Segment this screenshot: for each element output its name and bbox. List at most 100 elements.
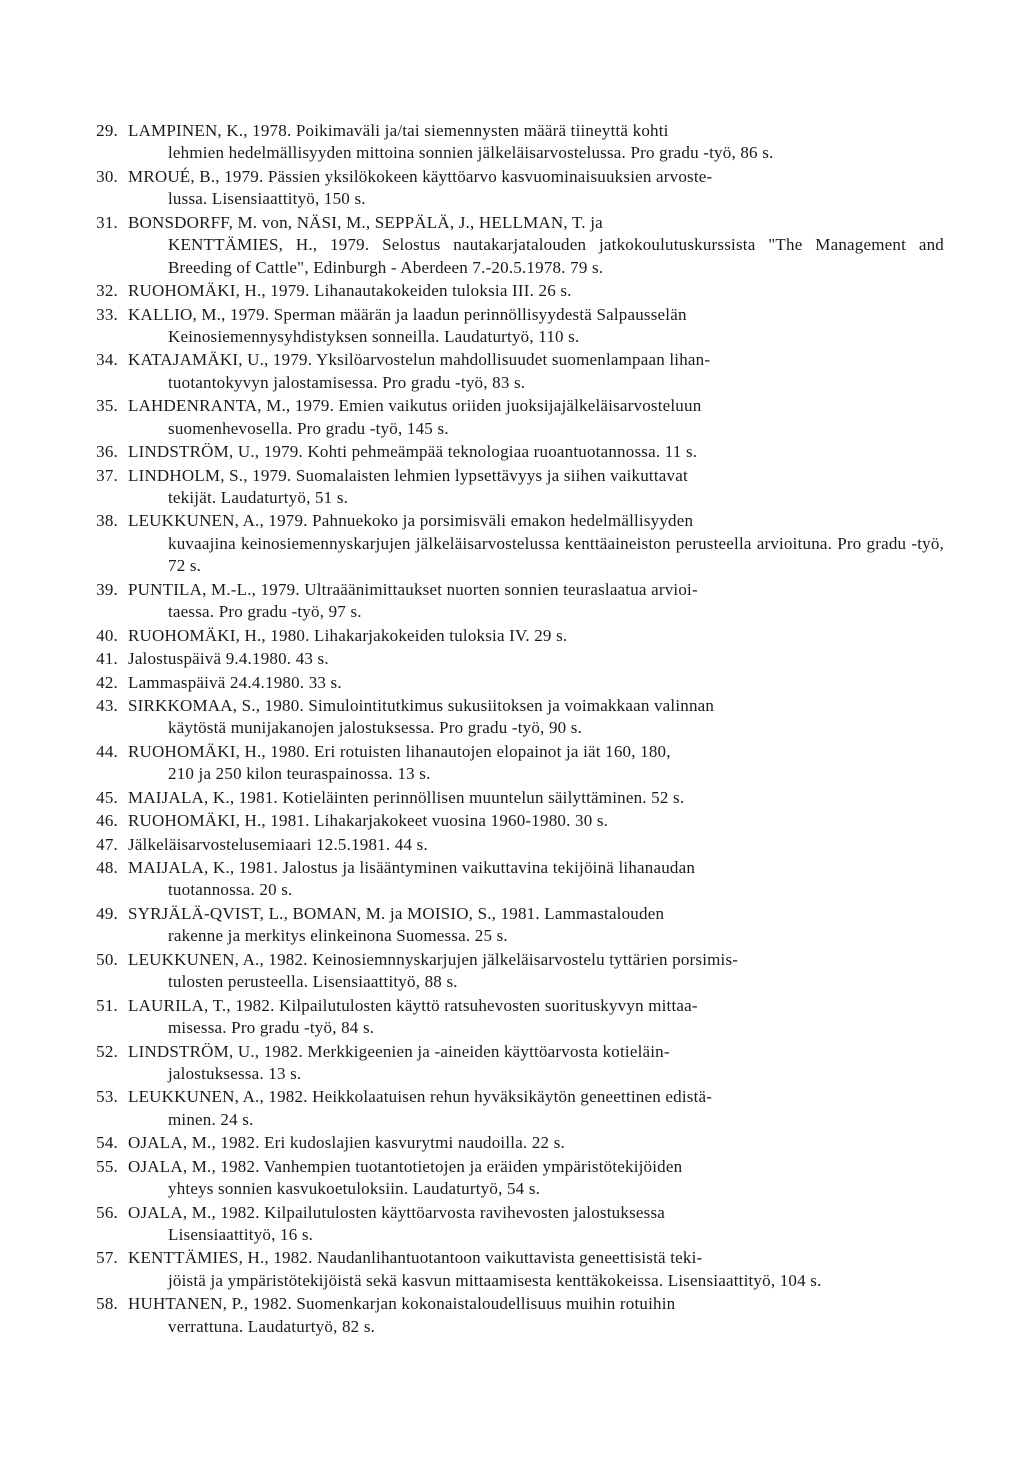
reference-number: 31. xyxy=(80,212,128,279)
reference-first-line: LEUKKUNEN, A., 1982. Heikkolaatuisen reh… xyxy=(128,1087,712,1106)
reference-number: 46. xyxy=(80,810,128,832)
reference-number: 44. xyxy=(80,741,128,786)
reference-continuation: jalostuksessa. 13 s. xyxy=(128,1063,944,1085)
reference-continuation: tekijät. Laudaturtyö, 51 s. xyxy=(128,487,944,509)
reference-number: 57. xyxy=(80,1247,128,1292)
reference-text: LINDSTRÖM, U., 1979. Kohti pehmeämpää te… xyxy=(128,441,944,463)
reference-first-line: LINDHOLM, S., 1979. Suomalaisten lehmien… xyxy=(128,466,688,485)
reference-first-line: Lammaspäivä 24.4.1980. 33 s. xyxy=(128,673,342,692)
reference-text: LEUKKUNEN, A., 1982. Heikkolaatuisen reh… xyxy=(128,1086,944,1131)
reference-continuation: käytöstä munijakanojen jalostuksessa. Pr… xyxy=(128,717,944,739)
reference-first-line: MROUÉ, B., 1979. Pässien yksilökokeen kä… xyxy=(128,167,712,186)
reference-continuation: lehmien hedelmällisyyden mittoina sonnie… xyxy=(128,142,944,164)
reference-item: 44.RUOHOMÄKI, H., 1980. Eri rotuisten li… xyxy=(80,741,944,786)
reference-number: 29. xyxy=(80,120,128,165)
reference-continuation: taessa. Pro gradu -työ, 97 s. xyxy=(128,601,944,623)
reference-first-line: RUOHOMÄKI, H., 1979. Lihanautakokeiden t… xyxy=(128,281,572,300)
reference-item: 32.RUOHOMÄKI, H., 1979. Lihanautakokeide… xyxy=(80,280,944,302)
reference-number: 53. xyxy=(80,1086,128,1131)
reference-number: 49. xyxy=(80,903,128,948)
reference-continuation: jöistä ja ympäristötekijöistä sekä kasvu… xyxy=(128,1270,944,1292)
reference-number: 34. xyxy=(80,349,128,394)
reference-continuation: Keinosiemennysyhdistyksen sonneilla. Lau… xyxy=(128,326,944,348)
reference-text: RUOHOMÄKI, H., 1980. Lihakarjakokeiden t… xyxy=(128,625,944,647)
reference-item: 45.MAIJALA, K., 1981. Kotieläinten perin… xyxy=(80,787,944,809)
reference-text: OJALA, M., 1982. Kilpailutulosten käyttö… xyxy=(128,1202,944,1247)
reference-continuation: yhteys sonnien kasvukoetuloksiin. Laudat… xyxy=(128,1178,944,1200)
reference-first-line: OJALA, M., 1982. Eri kudoslajien kasvury… xyxy=(128,1133,565,1152)
reference-text: KENTTÄMIES, H., 1982. Naudanlihantuotant… xyxy=(128,1247,944,1292)
reference-number: 47. xyxy=(80,834,128,856)
reference-item: 33.KALLIO, M., 1979. Sperman määrän ja l… xyxy=(80,304,944,349)
reference-text: OJALA, M., 1982. Vanhempien tuotantotiet… xyxy=(128,1156,944,1201)
reference-item: 34.KATAJAMÄKI, U., 1979. Yksilöarvostelu… xyxy=(80,349,944,394)
reference-number: 38. xyxy=(80,510,128,577)
reference-text: KALLIO, M., 1979. Sperman määrän ja laad… xyxy=(128,304,944,349)
reference-text: Jalostuspäivä 9.4.1980. 43 s. xyxy=(128,648,944,670)
reference-text: LAURILA, T., 1982. Kilpailutulosten käyt… xyxy=(128,995,944,1040)
reference-continuation: rakenne ja merkitys elinkeinona Suomessa… xyxy=(128,925,944,947)
reference-item: 48.MAIJALA, K., 1981. Jalostus ja lisään… xyxy=(80,857,944,902)
reference-first-line: RUOHOMÄKI, H., 1980. Eri rotuisten lihan… xyxy=(128,742,671,761)
reference-first-line: OJALA, M., 1982. Vanhempien tuotantotiet… xyxy=(128,1157,682,1176)
reference-text: LAHDENRANTA, M., 1979. Emien vaikutus or… xyxy=(128,395,944,440)
reference-text: MAIJALA, K., 1981. Kotieläinten perinnöl… xyxy=(128,787,944,809)
reference-item: 41.Jalostuspäivä 9.4.1980. 43 s. xyxy=(80,648,944,670)
reference-item: 35.LAHDENRANTA, M., 1979. Emien vaikutus… xyxy=(80,395,944,440)
reference-item: 58.HUHTANEN, P., 1982. Suomenkarjan koko… xyxy=(80,1293,944,1338)
reference-text: Jälkeläisarvostelusemiaari 12.5.1981. 44… xyxy=(128,834,944,856)
reference-number: 58. xyxy=(80,1293,128,1338)
reference-number: 33. xyxy=(80,304,128,349)
reference-text: LINDSTRÖM, U., 1982. Merkkigeenien ja -a… xyxy=(128,1041,944,1086)
reference-item: 36.LINDSTRÖM, U., 1979. Kohti pehmeämpää… xyxy=(80,441,944,463)
reference-item: 52.LINDSTRÖM, U., 1982. Merkkigeenien ja… xyxy=(80,1041,944,1086)
reference-number: 50. xyxy=(80,949,128,994)
reference-number: 48. xyxy=(80,857,128,902)
reference-text: RUOHOMÄKI, H., 1980. Eri rotuisten lihan… xyxy=(128,741,944,786)
reference-continuation: verrattuna. Laudaturtyö, 82 s. xyxy=(128,1316,944,1338)
reference-text: MROUÉ, B., 1979. Pässien yksilökokeen kä… xyxy=(128,166,944,211)
reference-item: 31.BONSDORFF, M. von, NÄSI, M., SEPPÄLÄ,… xyxy=(80,212,944,279)
reference-first-line: Jälkeläisarvostelusemiaari 12.5.1981. 44… xyxy=(128,835,428,854)
reference-first-line: MAIJALA, K., 1981. Kotieläinten perinnöl… xyxy=(128,788,684,807)
reference-first-line: SYRJÄLÄ-QVIST, L., BOMAN, M. ja MOISIO, … xyxy=(128,904,664,923)
reference-item: 46.RUOHOMÄKI, H., 1981. Lihakarjakokeet … xyxy=(80,810,944,832)
reference-item: 29.LAMPINEN, K., 1978. Poikimaväli ja/ta… xyxy=(80,120,944,165)
reference-continuation: tuotannossa. 20 s. xyxy=(128,879,944,901)
reference-item: 56.OJALA, M., 1982. Kilpailutulosten käy… xyxy=(80,1202,944,1247)
reference-first-line: LINDSTRÖM, U., 1982. Merkkigeenien ja -a… xyxy=(128,1042,670,1061)
reference-first-line: LAURILA, T., 1982. Kilpailutulosten käyt… xyxy=(128,996,698,1015)
reference-continuation: Lisensiaattityö, 16 s. xyxy=(128,1224,944,1246)
reference-number: 43. xyxy=(80,695,128,740)
reference-item: 40.RUOHOMÄKI, H., 1980. Lihakarjakokeide… xyxy=(80,625,944,647)
reference-text: BONSDORFF, M. von, NÄSI, M., SEPPÄLÄ, J.… xyxy=(128,212,944,279)
reference-list: 29.LAMPINEN, K., 1978. Poikimaväli ja/ta… xyxy=(80,120,944,1338)
reference-number: 40. xyxy=(80,625,128,647)
reference-continuation: tulosten perusteella. Lisensiaattityö, 8… xyxy=(128,971,944,993)
reference-number: 32. xyxy=(80,280,128,302)
reference-continuation: lussa. Lisensiaattityö, 150 s. xyxy=(128,188,944,210)
reference-text: LINDHOLM, S., 1979. Suomalaisten lehmien… xyxy=(128,465,944,510)
reference-continuation: KENTTÄMIES, H., 1979. Selostus nautakarj… xyxy=(128,234,944,279)
reference-first-line: MAIJALA, K., 1981. Jalostus ja lisääntym… xyxy=(128,858,695,877)
reference-item: 51.LAURILA, T., 1982. Kilpailutulosten k… xyxy=(80,995,944,1040)
reference-number: 41. xyxy=(80,648,128,670)
reference-first-line: RUOHOMÄKI, H., 1981. Lihakarjakokeet vuo… xyxy=(128,811,608,830)
reference-item: 38.LEUKKUNEN, A., 1979. Pahnuekoko ja po… xyxy=(80,510,944,577)
reference-item: 42.Lammaspäivä 24.4.1980. 33 s. xyxy=(80,672,944,694)
reference-text: PUNTILA, M.-L., 1979. Ultraäänimittaukse… xyxy=(128,579,944,624)
reference-first-line: LINDSTRÖM, U., 1979. Kohti pehmeämpää te… xyxy=(128,442,697,461)
reference-first-line: KALLIO, M., 1979. Sperman määrän ja laad… xyxy=(128,305,687,324)
reference-continuation: suomenhevosella. Pro gradu -työ, 145 s. xyxy=(128,418,944,440)
reference-first-line: KENTTÄMIES, H., 1982. Naudanlihantuotant… xyxy=(128,1248,702,1267)
reference-continuation: kuvaajina keinosiemennyskarjujen jälkelä… xyxy=(128,533,944,578)
reference-first-line: LAHDENRANTA, M., 1979. Emien vaikutus or… xyxy=(128,396,701,415)
reference-text: RUOHOMÄKI, H., 1979. Lihanautakokeiden t… xyxy=(128,280,944,302)
reference-first-line: RUOHOMÄKI, H., 1980. Lihakarjakokeiden t… xyxy=(128,626,567,645)
reference-text: LEUKKUNEN, A., 1982. Keinosiemnnyskarjuj… xyxy=(128,949,944,994)
reference-text: SYRJÄLÄ-QVIST, L., BOMAN, M. ja MOISIO, … xyxy=(128,903,944,948)
reference-item: 49.SYRJÄLÄ-QVIST, L., BOMAN, M. ja MOISI… xyxy=(80,903,944,948)
reference-text: RUOHOMÄKI, H., 1981. Lihakarjakokeet vuo… xyxy=(128,810,944,832)
reference-number: 54. xyxy=(80,1132,128,1154)
reference-text: HUHTANEN, P., 1982. Suomenkarjan kokonai… xyxy=(128,1293,944,1338)
